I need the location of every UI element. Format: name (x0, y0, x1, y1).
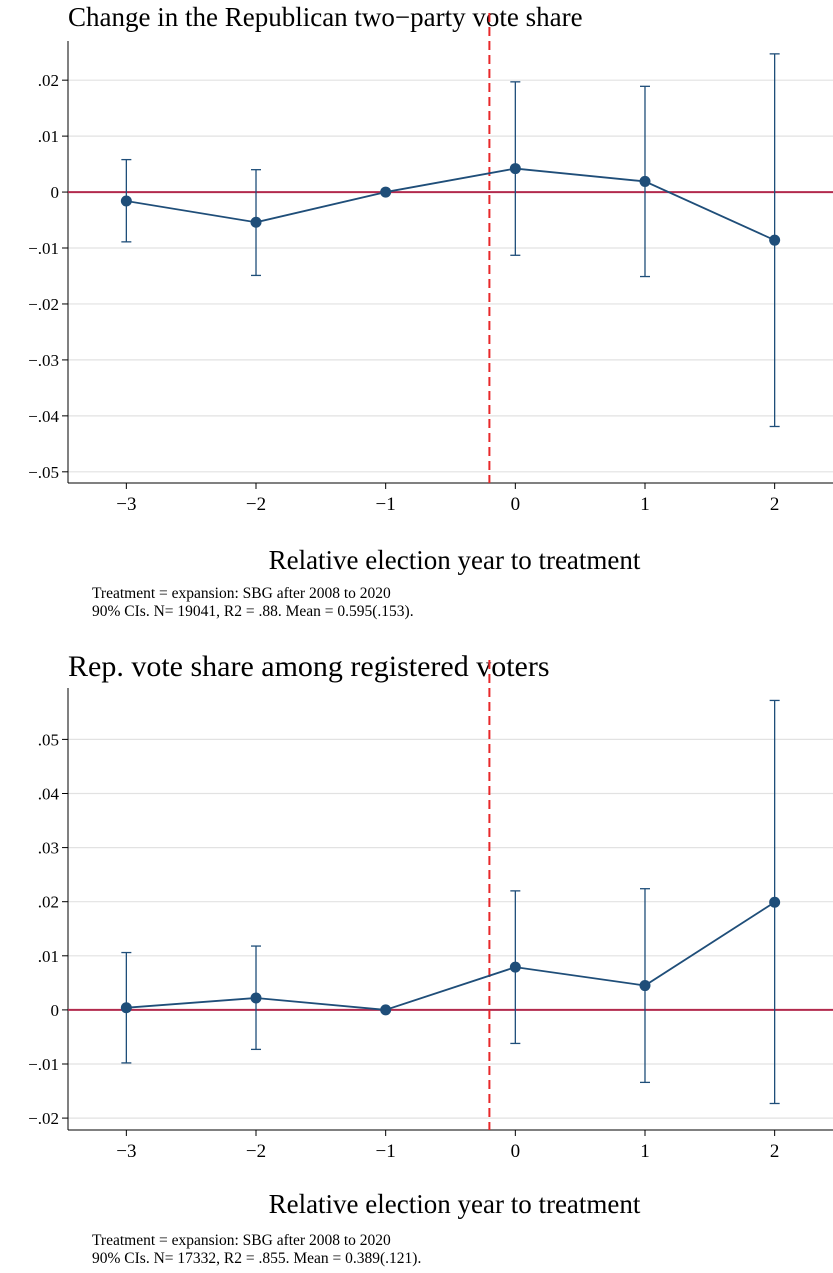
chart-1-plot: .02 .01 0 −.01 −.02 −.03 −.04 −.05 −3 −2 −1 0 1 2 Rela… (28, 13, 833, 575)
y-tick-label: −.02 (28, 295, 59, 314)
data-point (639, 175, 651, 187)
x-tick-label: −3 (116, 494, 136, 515)
data-point (380, 186, 392, 198)
y-tick-label: .05 (38, 730, 59, 749)
x-tick-label: −3 (116, 1141, 136, 1162)
y-tick-label: .03 (38, 839, 59, 858)
y-tick-label: −.04 (28, 407, 59, 426)
x-tick-label: −1 (376, 1141, 396, 1162)
data-point (769, 896, 781, 908)
data-point (250, 216, 262, 228)
x-tick-label: 0 (511, 1141, 521, 1162)
data-point (639, 980, 651, 992)
y-tick-label: .01 (38, 947, 59, 966)
chart-title: Change in the Republican two−party vote … (68, 2, 583, 32)
data-point (380, 1004, 392, 1016)
data-point (509, 163, 521, 175)
chart-2-plot: .05 .04 .03 .02 .01 0 −.01 −.02 −3 −2 −1 0 1 2 Relativ… (28, 660, 833, 1219)
x-tick-label: 2 (770, 1141, 780, 1162)
data-point (250, 992, 262, 1004)
data-point (120, 195, 132, 207)
x-tick-label: −2 (246, 1141, 266, 1162)
data-point (509, 961, 521, 973)
y-tick-label: −.03 (28, 351, 59, 370)
y-tick-label: .02 (38, 893, 59, 912)
y-tick-label: −.05 (28, 463, 59, 482)
x-tick-label: 0 (511, 494, 521, 515)
y-tick-label: .02 (38, 71, 59, 90)
y-tick-label: .04 (38, 784, 60, 803)
y-tick-label: 0 (51, 1001, 60, 1020)
chart-title: Rep. vote share among registered voters (68, 650, 550, 683)
y-tick-label: −.01 (28, 1055, 59, 1074)
data-point (120, 1002, 132, 1014)
chart-note-1: Treatment = expansion: SBG after 2008 to… (92, 585, 391, 602)
x-tick-label: 1 (640, 494, 650, 515)
series-line (126, 901, 776, 1011)
x-tick-label: 2 (770, 494, 780, 515)
x-tick-label: 1 (640, 1141, 650, 1162)
y-tick-label: 0 (51, 183, 60, 202)
chart-note-2: 90% CIs. N= 19041, R2 = .88. Mean = 0.59… (92, 603, 414, 620)
y-tick-label: −.02 (28, 1109, 59, 1128)
series-line (126, 167, 776, 241)
chart-note-1: Treatment = expansion: SBG after 2008 to… (92, 1232, 391, 1249)
x-tick-label: −1 (376, 494, 396, 515)
x-tick-label: −2 (246, 494, 266, 515)
data-point (769, 234, 781, 246)
y-tick-label: .01 (38, 127, 59, 146)
x-axis-label: Relative election year to treatment (269, 545, 641, 575)
x-axis-label: Relative election year to treatment (269, 1189, 641, 1219)
chart-note-2: 90% CIs. N= 17332, R2 = .855. Mean = 0.3… (92, 1250, 422, 1267)
y-tick-label: −.01 (28, 239, 59, 258)
